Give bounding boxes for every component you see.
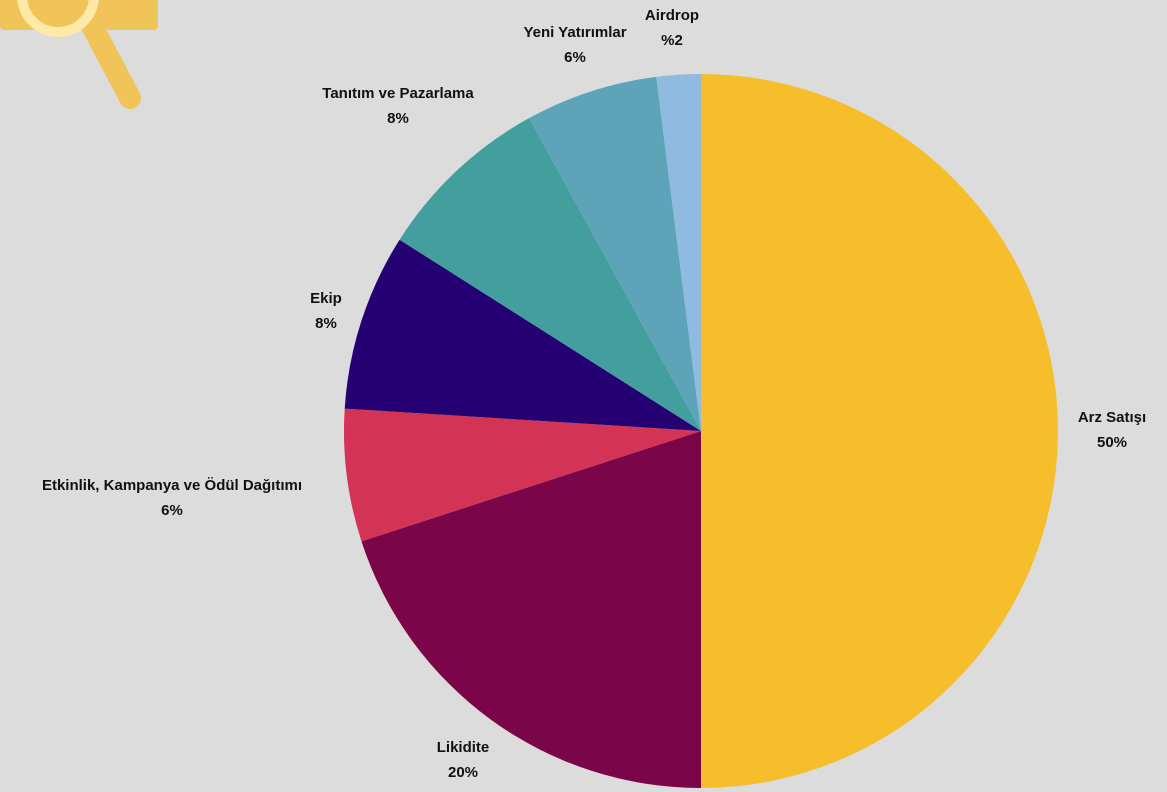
pie-slice-5 xyxy=(529,76,701,431)
slice-value-label: 8% xyxy=(387,110,409,127)
slice-value-label: %2 xyxy=(661,32,683,49)
pie-slice-6 xyxy=(656,74,701,431)
logo-magnifier-icon xyxy=(0,0,158,109)
slice-value-label: 6% xyxy=(564,49,586,66)
slice-name-label: Tanıtım ve Pazarlama xyxy=(322,85,474,102)
slice-name-label: Airdrop xyxy=(645,7,699,24)
pie-slice-4 xyxy=(399,118,701,432)
slice-name-label: Ekip xyxy=(310,290,342,307)
slice-name-label: Etkinlik, Kampanya ve Ödül Dağıtımı xyxy=(42,477,302,494)
pie-slices xyxy=(343,74,1058,788)
slice-value-label: 6% xyxy=(161,502,183,519)
pie-slice-3 xyxy=(344,239,701,431)
slice-name-label: Yeni Yatırımlar xyxy=(523,24,626,41)
slice-name-label: Arz Satışı xyxy=(1078,409,1146,426)
pie-slice-2 xyxy=(343,408,701,542)
pie-labels: Arz Satışı 50% Likidite 20% Etkinlik, Kampan… xyxy=(42,7,1146,781)
slice-name-label: Likidite xyxy=(437,739,490,756)
pie-slice-0 xyxy=(701,74,1058,788)
pie-slice-1 xyxy=(361,431,701,788)
slice-value-label: 50% xyxy=(1097,434,1127,451)
slice-value-label: 20% xyxy=(448,764,478,781)
slice-value-label: 8% xyxy=(315,315,337,332)
